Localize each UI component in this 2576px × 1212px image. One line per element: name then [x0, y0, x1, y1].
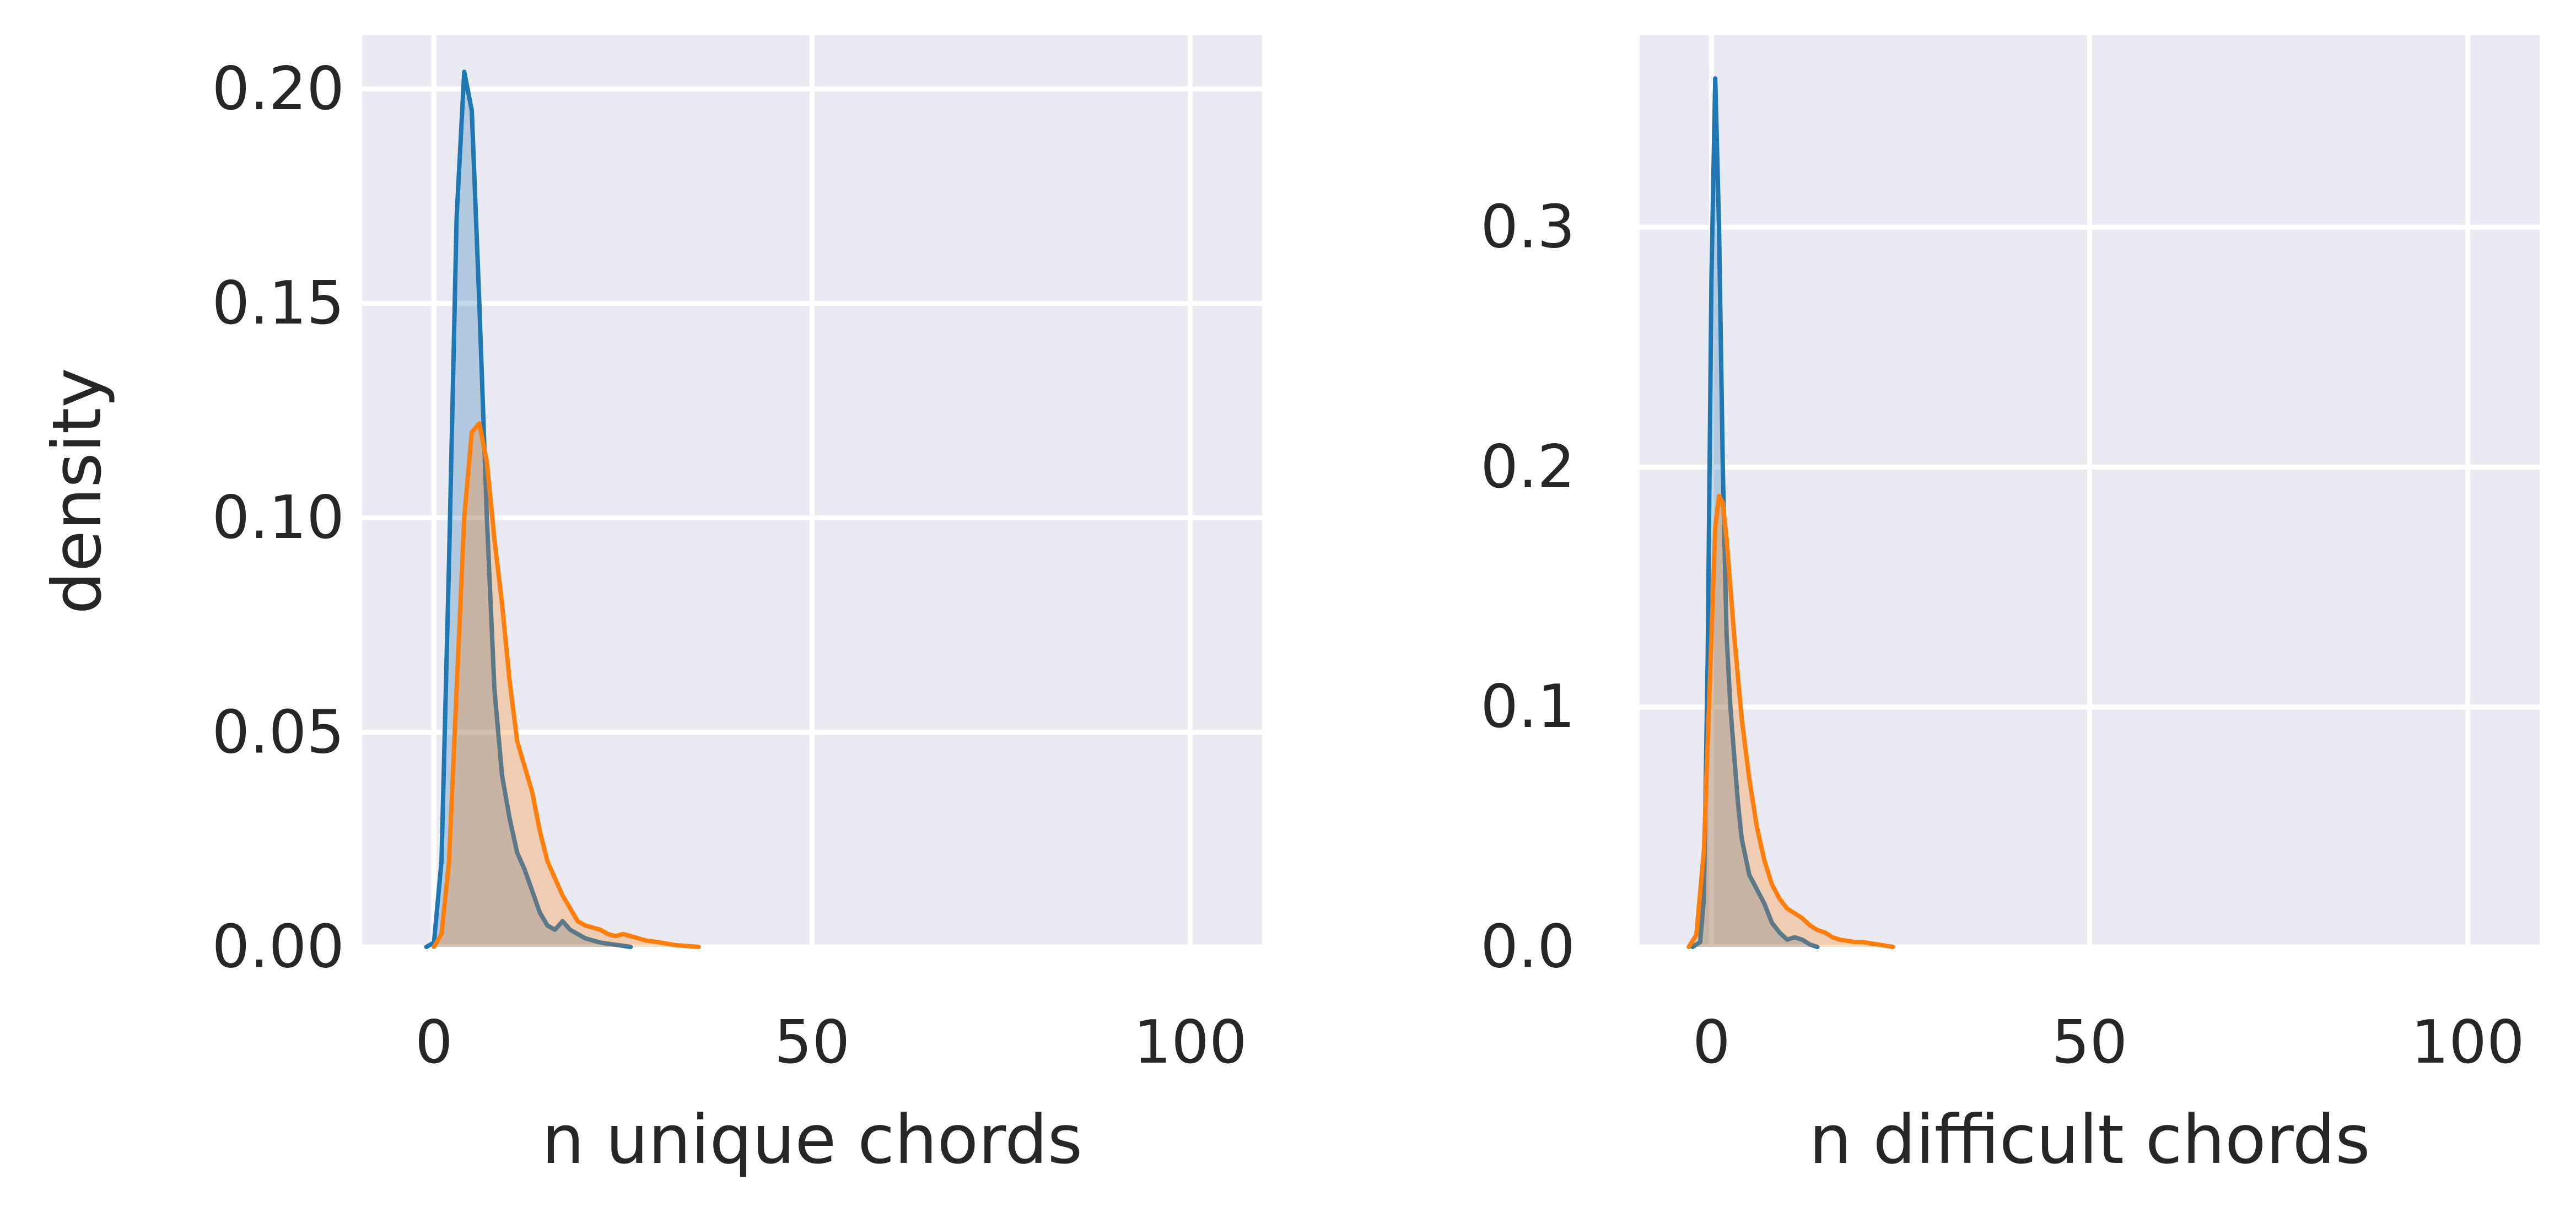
series-1-line — [432, 421, 701, 949]
y-tick-label: 0.2 — [1480, 433, 1575, 502]
x-tick-label: 100 — [1134, 1008, 1247, 1077]
series-0-line — [424, 69, 633, 949]
x-tick-label: 0 — [1693, 1008, 1731, 1077]
y-tick-label: 0.0 — [1480, 913, 1575, 982]
series-1-area — [434, 423, 699, 947]
y-tick-label: 0.3 — [1480, 193, 1575, 262]
x-tick-label: 100 — [2411, 1008, 2525, 1077]
y-tick-label: 0.20 — [212, 55, 344, 123]
y-tick-label: 0.00 — [212, 913, 344, 982]
series-0-line — [1690, 76, 1820, 949]
x-axis-label: n difficult chords — [1809, 1101, 2370, 1179]
series-1-area — [1689, 495, 1893, 947]
x-tick-label: 50 — [774, 1008, 850, 1077]
y-axis-label: density — [38, 368, 116, 614]
series-1-line — [1686, 493, 1895, 949]
panel-n-difficult-chords: 0 50 100 0.0 0.1 0.2 0.3 n difficult chords — [1480, 35, 2540, 1179]
series-0-area — [1693, 78, 1818, 947]
panel-n-unique-chords: 0 50 100 0.00 0.05 0.10 0.15 0.20 n unique chord… — [38, 35, 1262, 1179]
y-tick-label: 0.15 — [212, 269, 344, 338]
y-tick-label: 0.1 — [1480, 672, 1575, 741]
y-tick-label: 0.10 — [212, 483, 344, 552]
x-tick-label: 0 — [415, 1008, 453, 1077]
x-tick-label: 50 — [2052, 1008, 2127, 1077]
y-tick-label: 0.05 — [212, 698, 344, 767]
x-axis-label: n unique chords — [542, 1101, 1082, 1179]
